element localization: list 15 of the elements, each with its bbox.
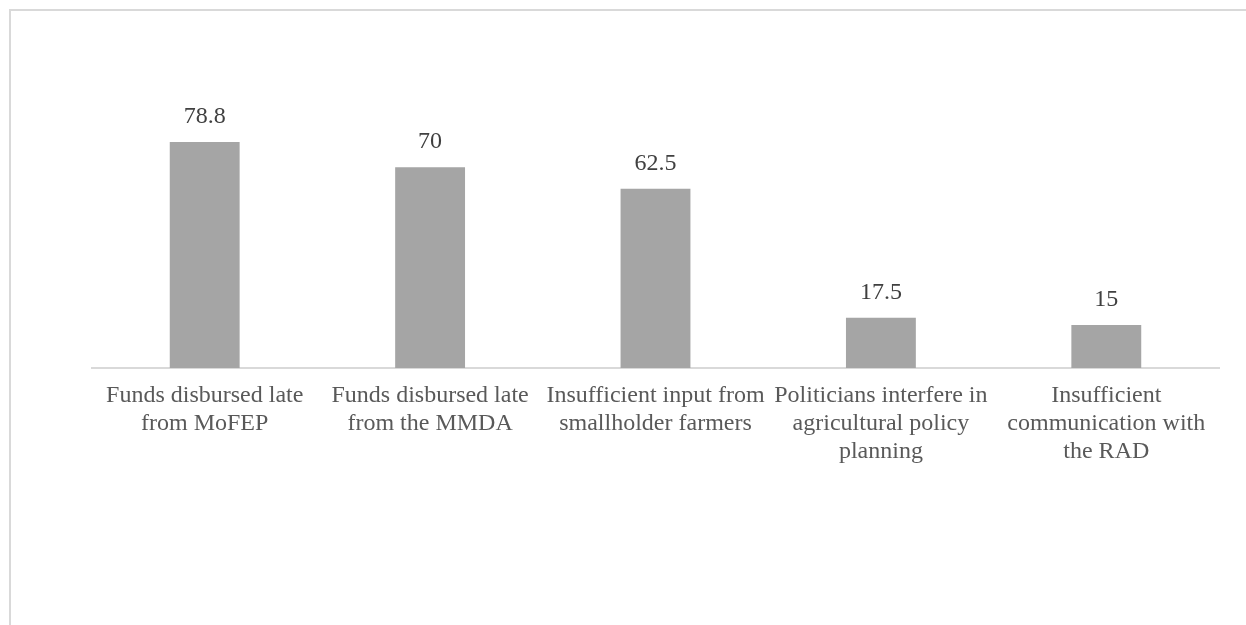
bar xyxy=(395,167,466,368)
data-label: 17.5 xyxy=(859,277,902,304)
x-tick-label: Insufficient communication with the RAD xyxy=(1007,381,1206,464)
x-tick-label: Funds disbursed late from the MMDA xyxy=(331,381,529,436)
bar xyxy=(1071,324,1142,368)
x-tick-label: Politicians interfere in agricultural policy planning xyxy=(774,381,988,464)
x-tick-label: Insufficient input from smallholder farmers xyxy=(546,381,765,436)
bar xyxy=(620,188,691,368)
data-label: 62.5 xyxy=(634,148,677,175)
bar xyxy=(169,142,240,368)
data-label: 15 xyxy=(1094,284,1119,311)
x-tick-label: Funds disbursed late from MoFEP xyxy=(106,381,304,436)
data-label: 78.8 xyxy=(183,102,226,128)
data-label: 70 xyxy=(418,127,443,154)
bar xyxy=(845,317,916,368)
